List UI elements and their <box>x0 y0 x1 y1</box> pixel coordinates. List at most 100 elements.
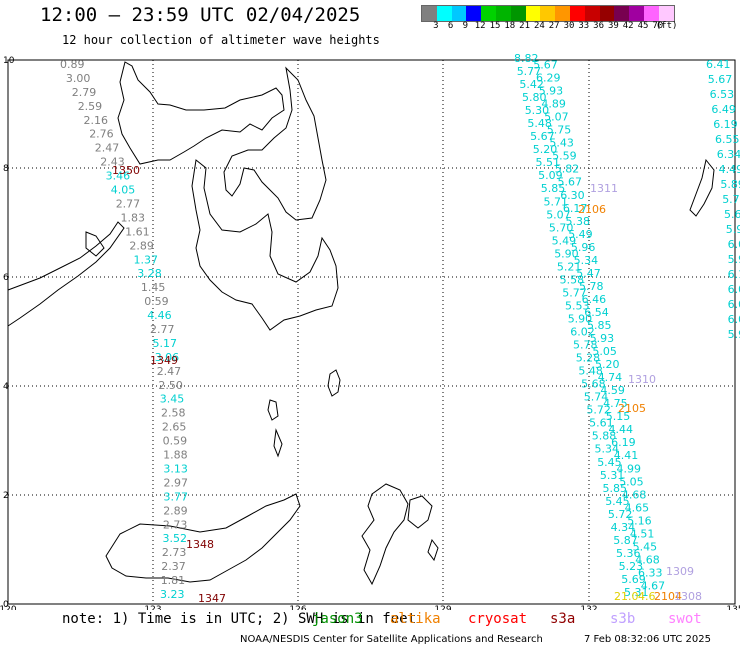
wave-height-value: 2.47 <box>95 142 120 155</box>
wave-height-value: 5.49 <box>552 234 577 247</box>
wave-height-value: 5.67 <box>708 73 733 86</box>
wave-height-value: 8.82 <box>514 52 539 65</box>
wave-height-value: 2.59 <box>78 100 103 113</box>
coastline-island-morotai <box>427 538 439 562</box>
wave-height-value: 5.70 <box>549 221 574 234</box>
wave-height-value: 6.0 <box>728 283 740 296</box>
wave-height-value: 5.42 <box>519 78 544 91</box>
colorbar-label: 39 <box>607 21 619 31</box>
lat-tick-label: 4 <box>3 382 9 392</box>
wave-height-value: 1.37 <box>134 253 159 266</box>
wave-height-value: 2.73 <box>163 518 188 531</box>
wave-height-value: 5.45 <box>597 456 622 469</box>
wave-height-value: 5.05 <box>619 475 644 488</box>
map-note: note: 1) Time is in UTC; 2) SWH is in fe… <box>62 611 417 627</box>
wave-height-value: 5.85 <box>587 319 612 332</box>
wave-height-value: 6.30 <box>560 189 585 202</box>
colorbar-swatch <box>481 6 496 21</box>
wave-height-value: 5.67 <box>530 130 555 143</box>
wave-height-value: 0.59 <box>144 295 169 308</box>
wave-height-value: 5.31 <box>600 469 625 482</box>
lat-tick-label: 6 <box>3 273 9 283</box>
orbit-number-label: 1348 <box>186 538 214 551</box>
wave-height-value: 5.74 <box>722 193 740 206</box>
wave-height-value: 3.52 <box>163 532 188 545</box>
wave-height-value: 5.45 <box>633 540 658 553</box>
wave-height-value: 5.59 <box>552 150 577 163</box>
wave-height-colorbar <box>421 5 675 22</box>
wave-height-value: 4.67 <box>641 580 666 593</box>
coastline-island-west <box>85 231 105 257</box>
orbit-number-label: 1349 <box>150 354 178 367</box>
wave-height-value: 6.0 <box>728 238 740 251</box>
wave-height-value: 2.76 <box>89 128 114 141</box>
lon-tick-label: 132 <box>580 605 597 610</box>
wave-height-value: 5.34 <box>574 254 599 267</box>
wave-height-value: 5.34 <box>595 443 620 456</box>
wave-height-value: 4.99 <box>617 462 642 475</box>
colorbar-swatch <box>495 6 511 21</box>
wave-height-value: 3.00 <box>66 72 91 85</box>
wave-height-value: 6.1 <box>728 268 740 281</box>
wave-height-value: 5.68 <box>581 378 606 391</box>
wave-height-value: 6.41 <box>706 58 731 71</box>
track-east-1: 8.825.675.776.295.425.935.804.895.305.07… <box>514 52 665 599</box>
wave-height-value: 4.68 <box>635 553 660 566</box>
coastlines <box>7 61 715 586</box>
colorbar-swatch <box>569 6 585 21</box>
wave-height-value: 5.67 <box>558 176 583 189</box>
wave-height-value: 6.0 <box>728 298 740 311</box>
wave-height-value: 5.61 <box>589 417 614 430</box>
wave-height-value: 6.53 <box>710 88 735 101</box>
coastline-visayas <box>223 66 327 221</box>
wave-height-value: 6.46 <box>582 293 607 306</box>
wave-height-value: 2.73 <box>162 546 187 559</box>
wave-height-value: 5.71 <box>544 195 569 208</box>
wave-height-value: 5.77 <box>562 286 587 299</box>
wave-height-value: 5.82 <box>555 163 580 176</box>
wave-height-value: 4.34 <box>611 521 636 534</box>
wave-height-value: 2.16 <box>84 114 109 127</box>
wave-height-value: 2.89 <box>163 504 188 517</box>
wave-height-value: 6.33 <box>638 567 663 580</box>
wave-height-value: 5.36 <box>616 547 641 560</box>
wave-height-value: 5.9 <box>728 253 740 266</box>
wave-height-value: 5.78 <box>579 280 604 293</box>
colorbar-swatch <box>629 6 644 21</box>
wave-height-value: 5.78 <box>573 339 598 352</box>
wave-height-value: 4.44 <box>609 423 634 436</box>
colorbar-label: 9 <box>462 21 469 31</box>
orbit-number-label: 2104 <box>654 590 682 603</box>
satellite-legend-item: swot <box>668 611 702 627</box>
wave-height-value: 1.81 <box>161 574 186 587</box>
wave-height-value: 5.23 <box>619 560 644 573</box>
wave-height-value: 4.75 <box>603 397 628 410</box>
colorbar-swatch <box>599 6 615 21</box>
coastline-luzon-south <box>117 61 285 165</box>
wave-height-value: 4.74 <box>598 371 623 384</box>
lon-tick-label: 126 <box>289 605 306 610</box>
wave-height-value: 5.90 <box>568 313 593 326</box>
wave-height-value: 4.59 <box>600 384 625 397</box>
coastline-mindanao <box>191 159 339 331</box>
wave-height-value: 3.45 <box>160 393 185 406</box>
generated-timestamp: 7 Feb 08:32:06 UTC 2025 <box>584 634 711 645</box>
wave-height-value: 2.43 <box>100 156 125 169</box>
wave-height-value: 5.38 <box>566 215 591 228</box>
wave-height-value: 5.66 <box>724 208 740 221</box>
colorbar-swatch <box>658 6 674 21</box>
wave-height-value: 4.05 <box>111 184 136 197</box>
wave-height-value: 6.19 <box>713 118 738 131</box>
orbit-number-label: 1309 <box>666 565 694 578</box>
lat-tick-label: 10 <box>3 56 15 66</box>
lon-tick-label: 123 <box>144 605 161 610</box>
wave-height-value: 5.28 <box>576 352 601 365</box>
coastline-sulawesi-north <box>105 493 301 583</box>
wave-height-value: 5.75 <box>547 124 572 137</box>
wave-height-value: 5.30 <box>525 104 550 117</box>
wave-height-value: 5.95 <box>726 223 740 236</box>
wave-height-value: 6.54 <box>584 306 609 319</box>
satellite-legend-item: altika <box>390 611 441 627</box>
lon-tick-label: 135 <box>726 605 740 610</box>
wave-height-value: 5.53 <box>565 300 590 313</box>
